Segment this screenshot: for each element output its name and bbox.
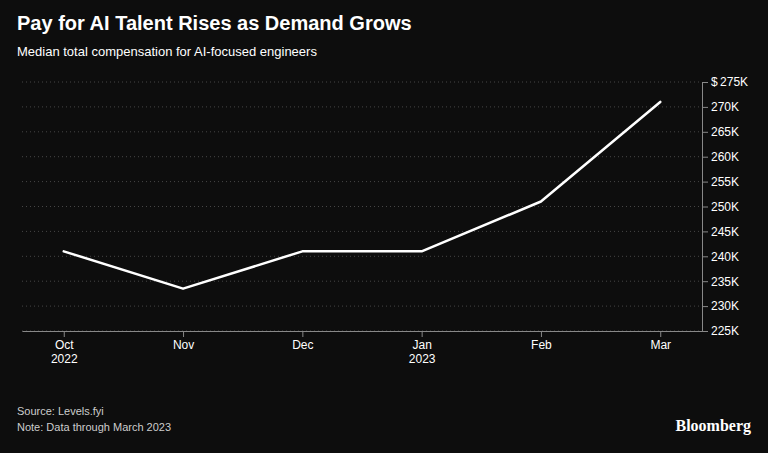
subtitle: Median total compensation for AI-focused… xyxy=(17,44,317,59)
source-note-line: Note: Data through March 2023 xyxy=(17,421,171,433)
grid xyxy=(22,82,702,331)
grid-line xyxy=(22,156,702,157)
x-tick: Dec xyxy=(292,331,313,352)
grid-line xyxy=(22,106,702,107)
x-tick-label: Feb xyxy=(531,338,552,352)
x-tick-label: Oct2022 xyxy=(51,338,78,366)
source-note-line: Source: Levels.fyi xyxy=(17,405,104,417)
y-tick: 270K xyxy=(702,100,739,114)
y-tick-mark xyxy=(702,306,708,307)
y-tick: 240K xyxy=(702,250,739,264)
x-tick-label: Nov xyxy=(173,338,194,352)
grid-line xyxy=(22,82,702,83)
grid-line xyxy=(22,256,702,257)
x-tick-mark xyxy=(183,331,184,337)
x-tick: Feb xyxy=(531,331,552,352)
y-tick-label: 240K xyxy=(711,250,739,264)
x-axis-line xyxy=(23,331,703,332)
y-tick-label: 245K xyxy=(711,225,739,239)
background xyxy=(0,0,768,453)
y-tick: $ 275K xyxy=(702,75,748,89)
y-tick: 260K xyxy=(702,150,739,164)
x-tick-mark xyxy=(302,331,303,337)
x-tick-mark xyxy=(660,331,661,337)
x-tick-mark xyxy=(422,331,423,337)
x-tick-label-line: Jan xyxy=(412,338,431,352)
x-tick-label: Jan2023 xyxy=(409,338,436,366)
y-tick: 225K xyxy=(702,324,739,338)
y-tick-mark xyxy=(702,132,708,133)
y-tick-mark xyxy=(702,331,708,332)
source-note: Source: Levels.fyi Note: Data through Mar… xyxy=(17,405,171,433)
grid-line xyxy=(22,131,702,132)
y-tick-mark xyxy=(702,107,708,108)
x-tick-label: Mar xyxy=(650,338,671,352)
y-tick: 255K xyxy=(702,175,739,189)
chart: Pay for AI Talent Rises as Demand Grows M… xyxy=(0,0,768,453)
x-tick-label: Dec xyxy=(292,338,313,352)
x-tick-label-line: Dec xyxy=(292,338,313,352)
grid-line xyxy=(22,181,702,182)
x-tick-label-line: Mar xyxy=(650,338,671,352)
x-tick-mark xyxy=(541,331,542,337)
y-tick-label: 230K xyxy=(711,299,739,313)
grid-line xyxy=(22,331,702,332)
x-tick-label-line: Oct xyxy=(55,338,74,352)
line xyxy=(64,102,660,289)
y-tick-label: 270K xyxy=(711,100,739,114)
y-tick: 265K xyxy=(702,125,739,139)
x-axis: Oct2022 Nov Dec Jan2023 Feb Mar xyxy=(23,331,703,366)
y-tick: 245K xyxy=(702,225,739,239)
y-tick-label: 225K xyxy=(711,324,739,338)
y-tick-mark xyxy=(702,182,708,183)
y-tick-mark xyxy=(702,82,708,83)
plot-area xyxy=(64,102,660,289)
x-tick-label-line: Feb xyxy=(531,338,552,352)
x-tick-mark xyxy=(64,331,65,337)
y-tick-label: $ 275K xyxy=(711,75,748,89)
grid-line xyxy=(22,231,702,232)
y-tick-label: 260K xyxy=(711,150,739,164)
x-tick-label-line: 2022 xyxy=(51,352,78,366)
grid-line xyxy=(22,206,702,207)
y-tick-label: 265K xyxy=(711,125,739,139)
y-tick: 235K xyxy=(702,275,739,289)
y-tick-mark xyxy=(702,281,708,282)
y-tick-mark xyxy=(702,231,708,232)
y-tick: 250K xyxy=(702,200,739,214)
x-tick-label-line: 2023 xyxy=(409,352,436,366)
credit: Bloomberg xyxy=(675,417,751,435)
y-tick-label: 250K xyxy=(711,200,739,214)
y-tick-mark xyxy=(702,157,708,158)
y-tick-label: 235K xyxy=(711,275,739,289)
y-tick-mark xyxy=(702,207,708,208)
x-tick: Nov xyxy=(173,331,194,352)
grid-line xyxy=(22,281,702,282)
x-tick: Jan2023 xyxy=(409,331,436,366)
y-axis: 225K 230K 235K 240K 245K 250K 255K 260K 265K 270K… xyxy=(702,75,748,338)
title: Pay for AI Talent Rises as Demand Grows xyxy=(17,12,412,34)
y-tick-label: 255K xyxy=(711,175,739,189)
x-tick: Mar xyxy=(650,331,671,352)
x-tick-label-line: Nov xyxy=(173,338,194,352)
y-tick-mark xyxy=(702,256,708,257)
y-tick: 230K xyxy=(702,299,739,313)
x-tick: Oct2022 xyxy=(51,331,78,366)
grid-line xyxy=(22,306,702,307)
